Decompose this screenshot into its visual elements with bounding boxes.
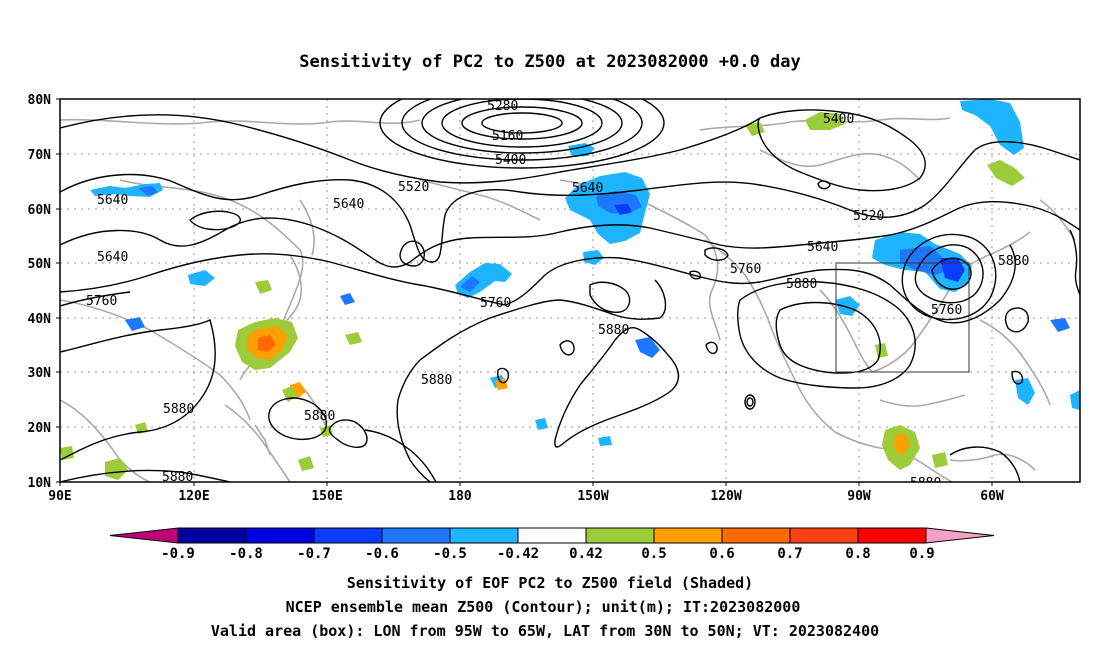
lat-label: 20N [28,421,52,436]
contour-label: 5760 [730,262,761,277]
colorbar-label: 0.5 [641,546,666,562]
colorbar-high-extension [925,527,995,544]
shading-positive [60,112,1025,480]
colorbar-cell [245,527,315,544]
contour-label: 5880 [163,402,194,417]
map-title: Sensitivity of PC2 to Z500 at 2023082000… [299,52,801,72]
lat-label: 80N [28,93,52,108]
contour-label: 5160 [492,129,523,144]
lat-label: 60N [28,203,52,218]
lon-grid-lines [193,99,993,482]
contour-label: 5760 [931,303,962,318]
colorbar-cell [313,527,383,544]
colorbar-label: -0.5 [433,546,467,562]
map-frame [60,99,1080,482]
colorbar-label: 0.42 [569,546,603,562]
contour-label: 5520 [398,180,429,195]
lat-label: 10N [28,476,52,491]
colorbar-label: 0.7 [777,546,802,562]
lon-label: 180 [448,489,472,504]
colorbar-low-extension [109,527,179,544]
contour-label: 5400 [823,112,854,127]
colorbar-label: -0.42 [497,546,539,562]
z500-contours [60,99,1080,482]
colorbar-labels: -0.9 -0.8 -0.7 -0.6 -0.5 -0.42 0.42 0.5 … [161,546,935,562]
colorbar-label: -0.8 [229,546,263,562]
colorbar-cell [789,527,859,544]
colorbar-cell [585,527,655,544]
lon-label: 60W [980,489,1004,504]
valid-area-box [835,262,970,373]
caption-line-3: Valid area (box): LON from 95W to 65W, L… [211,622,879,640]
map-border [59,98,1081,483]
lat-label: 50N [28,257,52,272]
caption: Sensitivity of EOF PC2 to Z500 field (Sh… [211,574,879,640]
colorbar-cell [721,527,791,544]
colorbar: -0.9 -0.8 -0.7 -0.6 -0.5 -0.42 0.42 0.5 … [109,527,995,562]
sensitivity-shading [60,99,1080,480]
contour-label: 5880 [786,277,817,292]
contour-label: 5880 [162,470,193,485]
contour-label: 5880 [421,373,452,388]
contour-label: 5760 [86,294,117,309]
caption-line-2: NCEP ensemble mean Z500 (Contour); unit(… [286,598,801,616]
colorbar-label: 0.6 [709,546,734,562]
tick-marks [56,98,993,486]
colorbar-label: -0.9 [161,546,195,562]
colorbar-label: -0.6 [365,546,399,562]
lon-label: 150W [577,489,608,504]
contour-labels: 5280 5160 5400 5400 5520 5520 5640 5640 … [86,99,1029,485]
lat-label: 40N [28,312,52,327]
colorbar-cells [109,527,995,544]
colorbar-cell [653,527,723,544]
contour-label: 5640 [333,197,364,212]
contour-label: 5640 [97,250,128,265]
contour-label: 5280 [487,99,518,114]
lon-label: 90W [847,489,871,504]
lon-label: 150E [311,489,342,504]
contour-label: 5520 [853,209,884,224]
contour-label: 5640 [572,181,603,196]
lat-grid-lines [60,153,1080,428]
lat-axis-labels: 80N 70N 60N 50N 40N 30N 20N 10N [28,93,52,491]
lon-axis-labels: 90E 120E 150E 180 150W 120W 90W 60W [48,489,1004,504]
caption-line-1: Sensitivity of EOF PC2 to Z500 field (Sh… [347,574,753,592]
colorbar-cell [517,527,587,544]
lon-label: 90E [48,489,71,504]
colorbar-label: 0.8 [845,546,870,562]
contour-label: 5400 [495,153,526,168]
colorbar-label: 0.9 [909,546,934,562]
lat-label: 70N [28,148,52,163]
colorbar-cell [857,527,927,544]
contour-label: 5640 [807,240,838,255]
lon-label: 120E [178,489,209,504]
colorbar-cell [449,527,519,544]
contour-label: 5760 [480,296,511,311]
colorbar-cell [381,527,451,544]
contour-label-partial: 5880 [910,476,941,491]
shading-negative [90,99,1080,446]
contour-label: 5880 [304,409,335,424]
contour-label: 5880 [998,254,1029,269]
contour-label: 5640 [97,193,128,208]
map-panel: 5280 5160 5400 5400 5520 5520 5640 5640 … [28,93,1081,504]
colorbar-label: -0.7 [297,546,331,562]
contour-label: 5880 [598,323,629,338]
lon-label: 120W [710,489,741,504]
colorbar-cell [177,527,247,544]
lat-label: 30N [28,366,52,381]
